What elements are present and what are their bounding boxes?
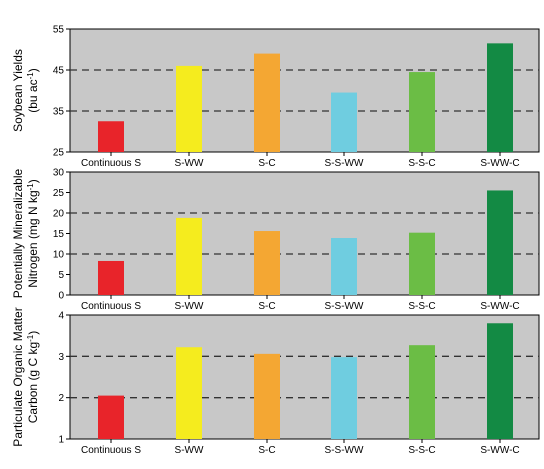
bar-s-c bbox=[254, 53, 280, 152]
plot-area bbox=[69, 171, 540, 296]
y-axis-label-line1: Potentially Mineralizable bbox=[11, 168, 25, 298]
y-tick-label: 4 bbox=[58, 311, 64, 322]
y-tick-label: 3 bbox=[58, 352, 64, 363]
y-tick-label: 10 bbox=[53, 250, 65, 261]
y-tick-label: 35 bbox=[53, 107, 65, 118]
y-axis-label-line1: Particulate Organic Matter bbox=[11, 307, 25, 446]
x-tick-label: S-WW-C bbox=[480, 158, 519, 169]
x-tick-label: S-WW bbox=[175, 301, 204, 312]
x-tick-label: S-S-WW bbox=[325, 158, 364, 169]
bar-s-s-c bbox=[409, 232, 435, 295]
y-axis-label-close: ) bbox=[26, 179, 40, 183]
y-axis-label-close: ) bbox=[26, 68, 40, 72]
x-tick-label: S-S-C bbox=[408, 158, 435, 169]
y-tick-label: 20 bbox=[53, 209, 65, 220]
y-axis-label: Soybean Yields (bu ac-1) bbox=[11, 49, 40, 132]
y-tick-label: 0 bbox=[58, 291, 64, 302]
y-axis-label-superscript: -1 bbox=[26, 183, 35, 191]
bar-s-ww-c bbox=[487, 43, 513, 152]
y-axis-label-line2: (bu ac-1) bbox=[26, 68, 41, 112]
x-tick-label: S-C bbox=[258, 301, 275, 312]
y-axis-label-line2: Carbon (g C kg-1) bbox=[26, 331, 41, 424]
bar-continuous-s bbox=[98, 260, 124, 295]
y-tick-label: 45 bbox=[53, 66, 65, 77]
x-tick-label: S-S-WW bbox=[325, 301, 364, 312]
y-tick-label: 15 bbox=[53, 229, 65, 240]
x-tick-label: S-S-WW bbox=[325, 445, 364, 456]
bar-s-ww bbox=[176, 217, 202, 295]
x-tick-label: S-C bbox=[258, 158, 275, 169]
y-tick-label: 1 bbox=[58, 435, 64, 446]
bar-s-s-c bbox=[409, 72, 435, 152]
x-tick-label: Continuous S bbox=[81, 445, 141, 456]
bar-s-ww bbox=[176, 65, 202, 152]
bar-continuous-s bbox=[98, 395, 124, 439]
x-tick-label: Continuous S bbox=[81, 301, 141, 312]
y-tick-label: 25 bbox=[53, 148, 65, 159]
chart-panel-2: 0 5 10 15 20 25 30 Continuous S S-WW S-C S-S-WW S-S… bbox=[11, 168, 540, 312]
x-tick-label: S-C bbox=[258, 445, 275, 456]
x-tick-label: S-WW bbox=[175, 445, 204, 456]
y-axis-label: Potentially Mineralizable Nitrogen (mg N … bbox=[11, 168, 40, 298]
y-axis-label-superscript: -1 bbox=[26, 72, 35, 80]
y-tick-label: 30 bbox=[53, 168, 65, 179]
y-tick-label: 2 bbox=[58, 393, 64, 404]
bar-s-s-ww bbox=[331, 238, 357, 295]
y-axis-label-line1: Soybean Yields bbox=[11, 49, 25, 132]
bar-s-s-ww bbox=[331, 357, 357, 439]
bar-s-s-c bbox=[409, 345, 435, 439]
bar-s-ww-c bbox=[487, 323, 513, 439]
bar-s-ww-c bbox=[487, 190, 513, 295]
x-tick-label: S-WW-C bbox=[480, 301, 519, 312]
bar-continuous-s bbox=[98, 121, 124, 152]
x-tick-label: S-WW-C bbox=[480, 445, 519, 456]
bar-s-c bbox=[254, 231, 280, 295]
bar-s-s-ww bbox=[331, 92, 357, 152]
chart-panel-3: 1 2 3 4 Continuous S S-WW S-C S-S-WW S-S-C S-WW-C… bbox=[11, 307, 540, 456]
y-tick-label: 5 bbox=[58, 270, 64, 281]
y-axis-label-superscript: -1 bbox=[26, 334, 35, 342]
x-tick-label: S-WW bbox=[175, 158, 204, 169]
plot-area bbox=[69, 28, 540, 153]
y-tick-label: 55 bbox=[53, 25, 65, 36]
y-axis-label-close: ) bbox=[26, 331, 40, 335]
x-tick-label: S-S-C bbox=[408, 301, 435, 312]
x-tick-label: Continuous S bbox=[81, 158, 141, 169]
plot-area bbox=[69, 314, 540, 440]
bar-s-c bbox=[254, 353, 280, 439]
chart-panel-1: 25 35 45 55 Continuous S S-WW S-C S-S-WW S-S-C S-… bbox=[11, 25, 540, 169]
bar-s-ww bbox=[176, 347, 202, 439]
y-tick-label: 25 bbox=[53, 188, 65, 199]
y-axis-label: Particulate Organic Matter Carbon (g C kg… bbox=[11, 307, 40, 446]
y-axis-label-line2: Nitrogen (mg N kg-1) bbox=[26, 179, 41, 288]
x-tick-label: S-S-C bbox=[408, 445, 435, 456]
